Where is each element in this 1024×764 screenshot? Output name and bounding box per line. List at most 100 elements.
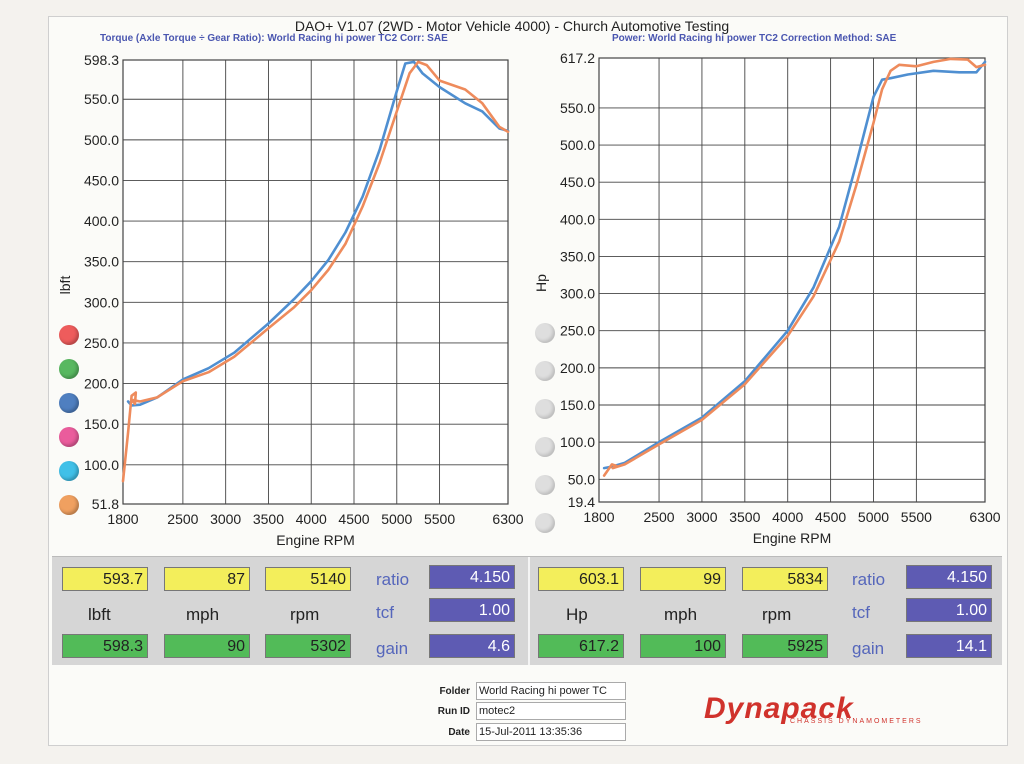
tcf-value-left: 1.00 [429, 598, 515, 622]
label-ratio-right: ratio [852, 570, 886, 589]
run-disabled-dot[interactable] [535, 361, 555, 381]
folder-field: World Racing hi power TC [476, 682, 626, 700]
unit-rpm-right: rpm [762, 605, 792, 624]
power-y-tick-label: 500.0 [560, 137, 595, 153]
label-ratio-left: ratio [376, 570, 410, 589]
run-disabled-dot[interactable] [535, 323, 555, 343]
mph-run1-left: 87 [164, 567, 250, 591]
torque-plot-area [122, 59, 509, 505]
power-x-tick-label: 2500 [643, 509, 674, 525]
mph-run1-right: 99 [640, 567, 726, 591]
results-panel: 593.7 87 5140 lbft mph rpm 598.3 90 5302… [52, 556, 1002, 665]
label-tcf-left: tcf [376, 603, 394, 622]
power-x-tick-label: 6300 [969, 509, 1000, 525]
torque-y-tick-label: 500.0 [84, 132, 119, 148]
run-color-dot[interactable] [59, 495, 79, 515]
torque-y-tick-label: 450.0 [84, 172, 119, 188]
run-color-dot[interactable] [59, 325, 79, 345]
unit-mph-right: mph [664, 605, 698, 624]
torque-y-tick-label: 200.0 [84, 376, 119, 392]
label-tcf-right: tcf [852, 603, 870, 622]
ratio-value-right: 4.150 [906, 565, 992, 589]
torque-y-tick-label: 550.0 [84, 91, 119, 107]
torque-x-axis-label: Engine RPM [276, 532, 355, 548]
run-color-dot[interactable] [59, 427, 79, 447]
torque-series-line-2 [121, 60, 510, 483]
torque-x-tick-label: 5000 [381, 511, 412, 527]
power-y-tick-label: 617.2 [560, 50, 595, 66]
torque-y-tick-label: 51.8 [92, 496, 119, 512]
rpm-run1-left: 5140 [265, 567, 351, 591]
torque-x-tick-label: 3000 [210, 511, 241, 527]
run-disabled-dot[interactable] [535, 437, 555, 457]
mph-run2-left: 90 [164, 634, 250, 658]
power-y-tick-label: 300.0 [560, 286, 595, 302]
runid-label: Run ID [437, 706, 470, 717]
mph-run2-right: 100 [640, 634, 726, 658]
power-x-tick-label: 4000 [772, 509, 803, 525]
power-x-tick-label: 4500 [815, 509, 846, 525]
unit-mph-left: mph [186, 605, 220, 624]
page-title: DAO+ V1.07 (2WD - Motor Vehicle 4000) - … [294, 18, 730, 34]
power-x-tick-label: 3000 [686, 509, 717, 525]
power-y-tick-label: 400.0 [560, 211, 595, 227]
rpm-run1-right: 5834 [742, 567, 828, 591]
torque-x-tick-label: 5500 [424, 511, 455, 527]
date-field: 15-Jul-2011 13:35:36 [476, 723, 626, 741]
label-gain-right: gain [852, 639, 885, 658]
power-peak-run2: 617.2 [538, 634, 624, 658]
dynapack-logo: Dynapack [704, 692, 854, 725]
power-y-axis-label: Hp [533, 274, 549, 292]
torque-y-tick-label: 100.0 [84, 457, 119, 473]
power-series-line-2 [602, 57, 987, 477]
power-y-tick-label: 450.0 [560, 174, 595, 190]
run-disabled-dot[interactable] [535, 513, 555, 533]
power-y-tick-label: 550.0 [560, 100, 595, 116]
power-y-tick-label: 19.4 [568, 494, 595, 510]
power-x-axis-label: Engine RPM [753, 530, 832, 546]
run-disabled-dot[interactable] [535, 475, 555, 495]
run-color-dot[interactable] [59, 393, 79, 413]
run-color-dot[interactable] [59, 359, 79, 379]
power-series-line-1 [602, 60, 987, 470]
power-x-tick-label: 3500 [729, 509, 760, 525]
power-y-tick-label: 350.0 [560, 248, 595, 264]
torque-x-tick-label: 3500 [253, 511, 284, 527]
torque-x-tick-label: 4500 [338, 511, 369, 527]
torque-y-tick-label: 400.0 [84, 213, 119, 229]
run-color-dot[interactable] [59, 461, 79, 481]
power-x-tick-label: 5000 [858, 509, 889, 525]
rpm-run2-left: 5302 [265, 634, 351, 658]
label-gain-left: gain [376, 639, 409, 658]
panel-divider [528, 557, 530, 665]
power-chart-subtitle: Power: World Racing hi power TC2 Correct… [612, 33, 897, 44]
runid-field: motec2 [476, 702, 626, 720]
torque-y-tick-label: 150.0 [84, 416, 119, 432]
folder-label: Folder [439, 686, 470, 697]
torque-x-tick-label: 6300 [492, 511, 523, 527]
power-y-tick-label: 200.0 [560, 360, 595, 376]
power-y-tick-label: 100.0 [560, 434, 595, 450]
power-x-tick-label: 5500 [901, 509, 932, 525]
unit-lbft: lbft [88, 605, 111, 624]
unit-hp: Hp [566, 605, 588, 624]
torque-chart-subtitle: Torque (Axle Torque ÷ Gear Ratio): World… [100, 33, 448, 44]
date-label: Date [448, 727, 470, 738]
torque-x-tick-label: 4000 [296, 511, 327, 527]
rpm-run2-right: 5925 [742, 634, 828, 658]
tcf-value-right: 1.00 [906, 598, 992, 622]
gain-value-right: 14.1 [906, 634, 992, 658]
torque-y-tick-label: 350.0 [84, 254, 119, 270]
unit-rpm-left: rpm [290, 605, 320, 624]
power-plot-area [598, 57, 986, 503]
torque-x-tick-label: 2500 [167, 511, 198, 527]
run-info-footer: Folder World Racing hi power TC Run ID m… [52, 676, 1002, 744]
power-y-tick-label: 50.0 [568, 471, 595, 487]
torque-y-tick-label: 598.3 [84, 52, 119, 68]
run-disabled-dot[interactable] [535, 399, 555, 419]
gain-value-left: 4.6 [429, 634, 515, 658]
ratio-value-left: 4.150 [429, 565, 515, 589]
power-peak-run1: 603.1 [538, 567, 624, 591]
torque-x-tick-label: 1800 [107, 511, 138, 527]
torque-y-tick-label: 300.0 [84, 294, 119, 310]
